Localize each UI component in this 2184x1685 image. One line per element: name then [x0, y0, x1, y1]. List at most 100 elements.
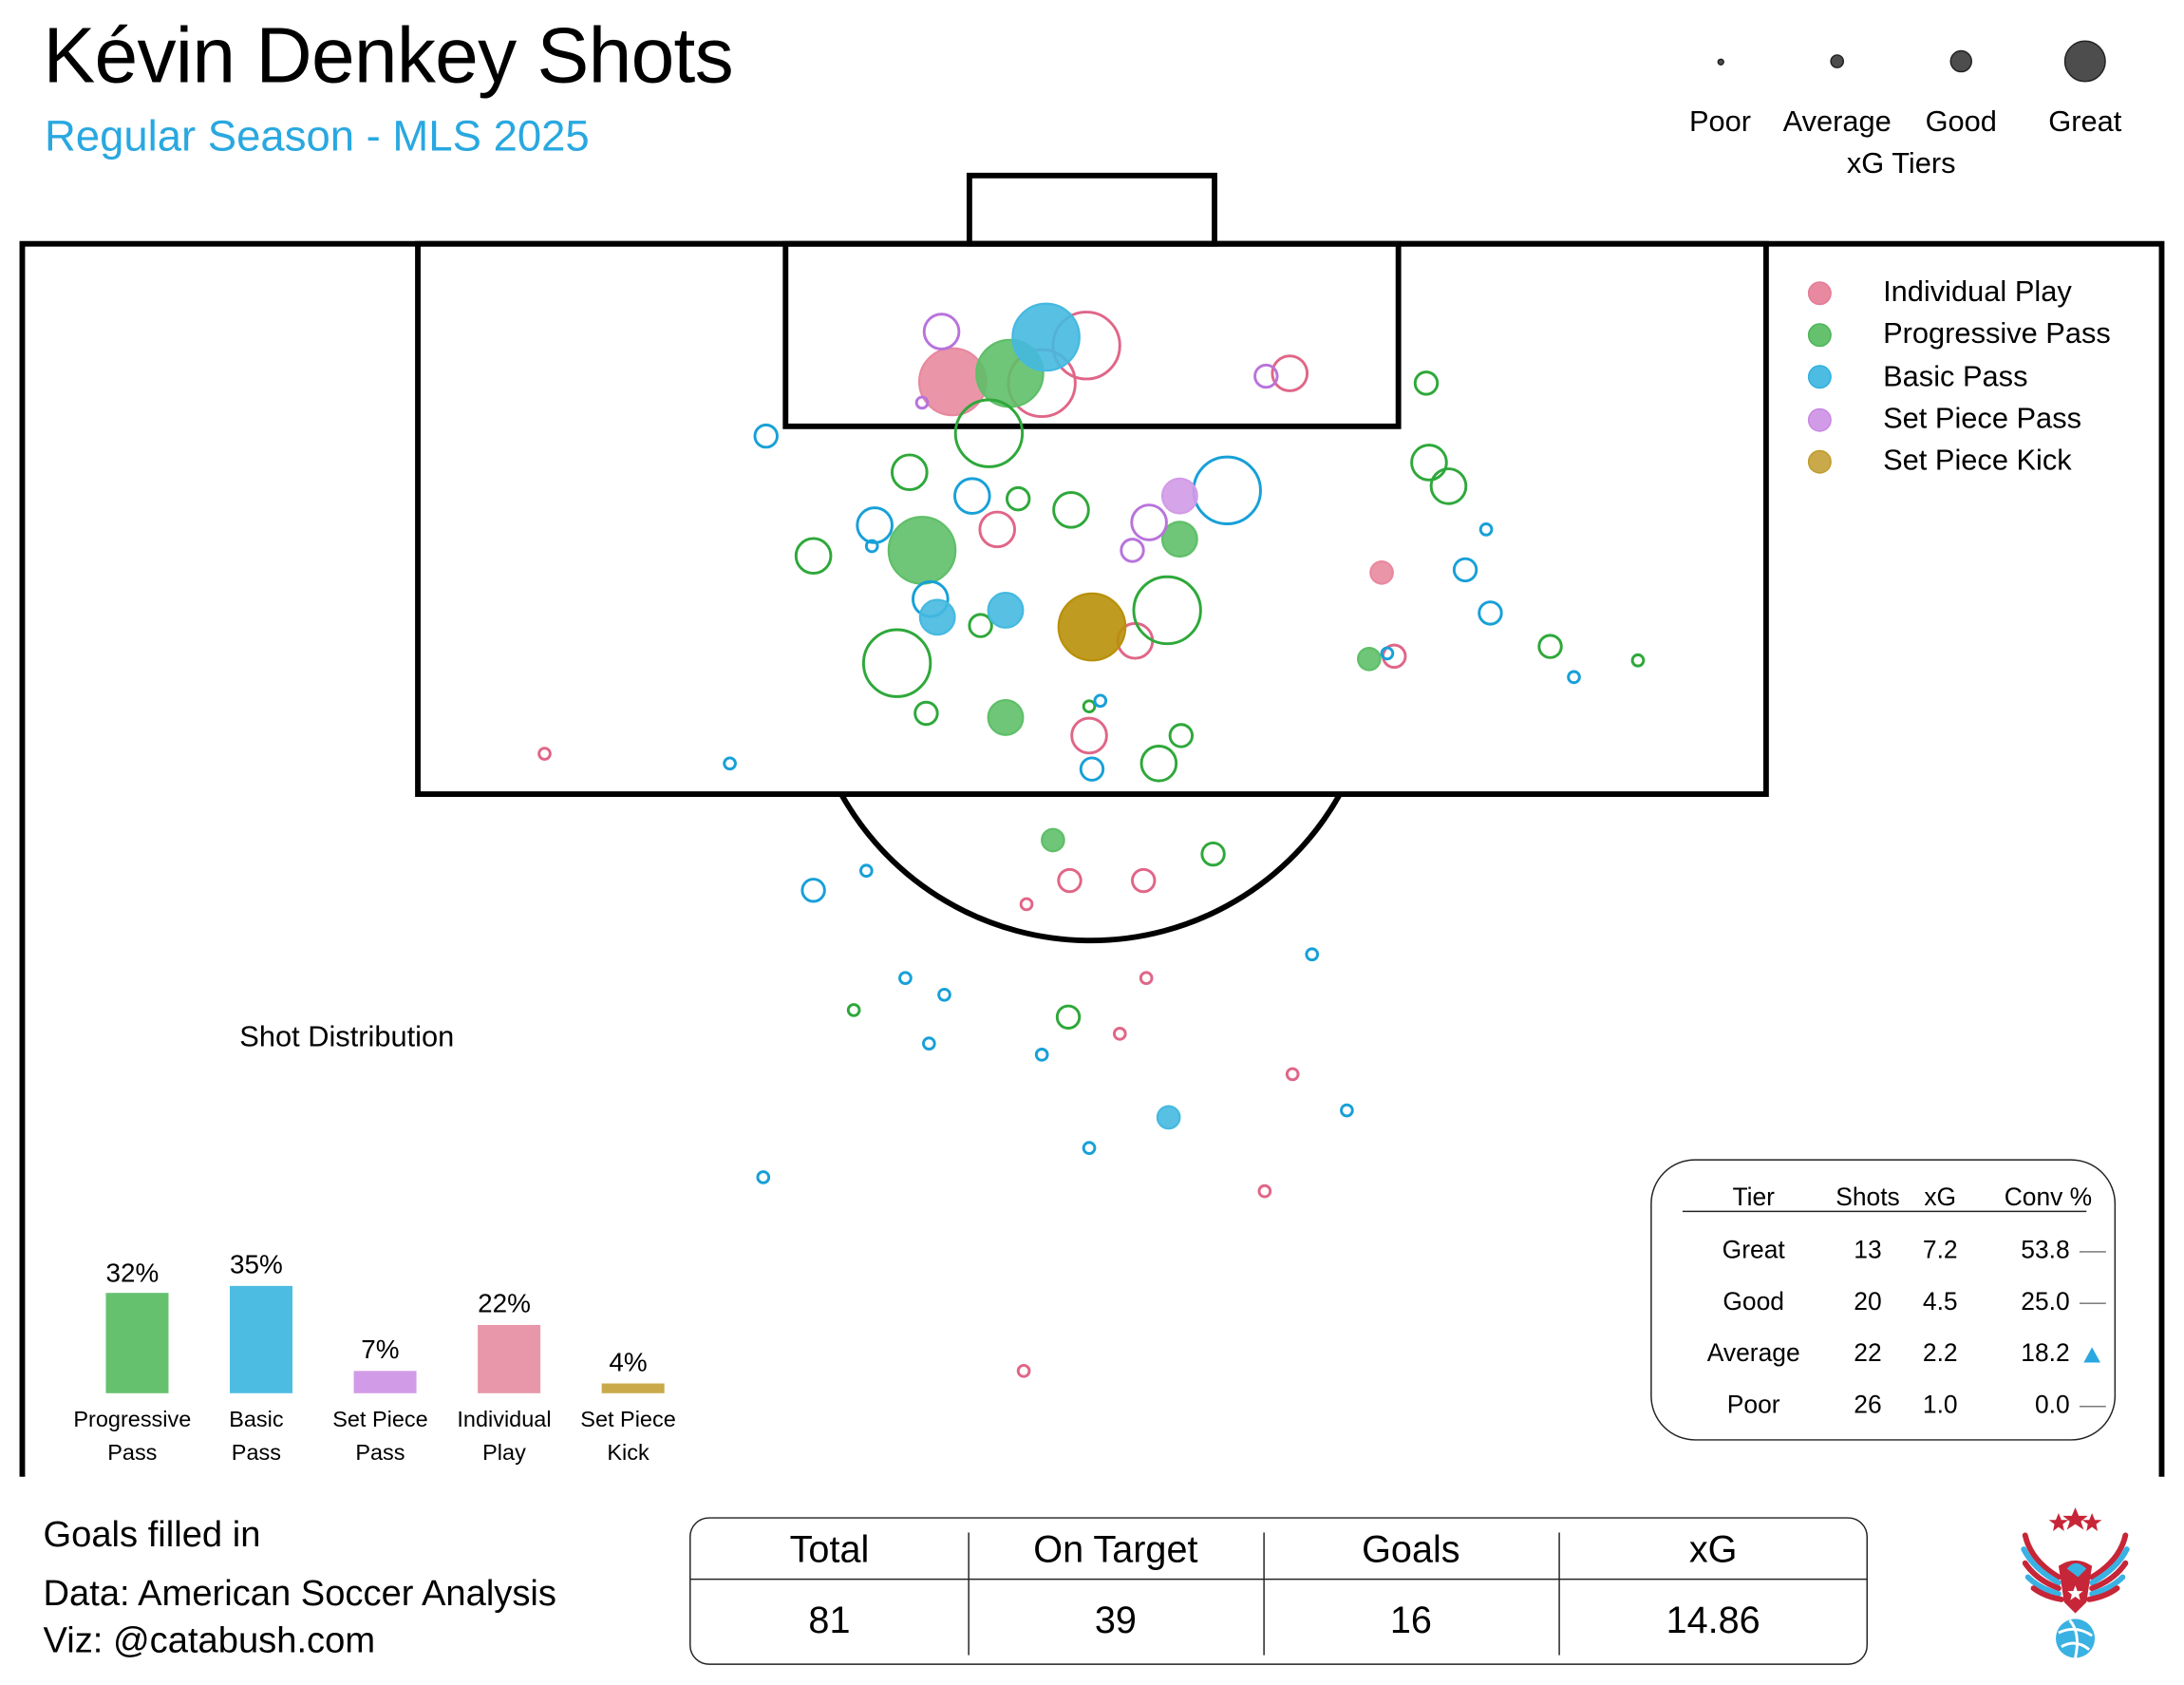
- tier-legend-poor: Poor: [1657, 28, 1782, 139]
- page-subtitle: Regular Season - MLS 2025: [44, 111, 590, 161]
- shot-marker: [1192, 455, 1262, 525]
- trend-flat-icon: [2077, 1236, 2107, 1265]
- set-piece-pass-dot-icon: [1807, 407, 1832, 432]
- legend-item-set-piece-kick: Set Piece Kick: [1797, 441, 2111, 483]
- shot-marker: [898, 971, 913, 986]
- shot-marker: [1369, 560, 1394, 585]
- shot-marker: [1011, 302, 1081, 372]
- shot-marker: [891, 453, 929, 492]
- shot-marker: [918, 598, 956, 636]
- progressive-pass-dot-icon: [1807, 323, 1832, 348]
- shot-marker: [1057, 867, 1083, 894]
- trend-flat-icon: [2077, 1287, 2107, 1316]
- shot-marker: [1340, 1103, 1354, 1118]
- shot-marker: [1052, 491, 1090, 529]
- shot-marker: [1082, 1141, 1097, 1155]
- shot-marker: [1034, 1048, 1049, 1062]
- shot-marker: [1156, 1105, 1181, 1130]
- shot-marker: [861, 628, 932, 698]
- tier-legend-caption: xG Tiers: [1846, 147, 1956, 180]
- shot-marker: [887, 516, 957, 585]
- page-title: Kévin Denkey Shots: [43, 10, 733, 100]
- divider: [968, 1532, 970, 1656]
- pitch-lines: [19, 172, 2165, 1477]
- shot-marker: [1131, 867, 1157, 894]
- stat-goals: Goals 16: [1362, 1528, 1460, 1641]
- set-piece-kick-dot-icon: [1807, 449, 1832, 474]
- shot-marker: [723, 756, 737, 771]
- bar-basic-pass: 35% Basic Pass: [194, 1226, 319, 1477]
- shot-marker: [846, 1003, 861, 1017]
- shot-marker: [914, 395, 930, 410]
- shots-layer: [537, 302, 1646, 1378]
- shot-marker: [1160, 521, 1198, 559]
- shot-marker: [859, 863, 874, 879]
- bar-fill: [353, 1371, 417, 1393]
- shot-marker: [1200, 841, 1226, 867]
- shot-marker: [1253, 363, 1279, 389]
- individual-play-dot-icon: [1807, 280, 1832, 305]
- divider: [1263, 1532, 1265, 1656]
- credits: Goals filled in Data: American Soccer An…: [43, 1510, 556, 1663]
- shot-marker: [1006, 485, 1031, 512]
- bar-set-piece-kick: 4% Set Piece Kick: [580, 1348, 676, 1467]
- shot-marker: [937, 987, 951, 1002]
- data-source: Data: American Soccer Analysis: [43, 1571, 556, 1614]
- shot-marker: [1285, 1067, 1300, 1082]
- shot-marker: [800, 878, 826, 903]
- bar-fill: [478, 1324, 541, 1393]
- goal-frame: [966, 172, 1217, 247]
- legend-item-progressive-pass: Progressive Pass: [1797, 313, 2111, 355]
- xg-tier-legend: Poor Average Good Great xG Tiers: [1657, 28, 2144, 195]
- shot-marker: [1452, 557, 1478, 583]
- shot-marker: [987, 592, 1025, 629]
- shot-marker: [756, 1170, 771, 1184]
- shot-distribution-chart: 32% Progressive Pass 35% Basic Pass 7% Set…: [69, 1226, 696, 1477]
- tier-dot-icon: [1716, 57, 1724, 66]
- shot-marker: [1257, 1183, 1272, 1199]
- tier-dot-icon: [1830, 54, 1845, 68]
- shot-distribution-title: Shot Distribution: [239, 1021, 455, 1053]
- summary-stats-table: Total 81 On Target 39 Goals 16 xG 14.86: [689, 1517, 1868, 1665]
- shot-marker: [1120, 538, 1145, 563]
- shot-marker: [917, 347, 988, 417]
- shot-marker: [968, 613, 993, 638]
- shot-marker: [1168, 723, 1195, 748]
- basic-pass-dot-icon: [1807, 365, 1832, 389]
- stat-total: Total 81: [789, 1528, 870, 1641]
- stat-xg: xG 14.86: [1666, 1528, 1760, 1641]
- shot-marker: [1041, 827, 1065, 853]
- shot-marker: [1079, 756, 1105, 782]
- shot-marker: [1016, 1363, 1031, 1378]
- shot-marker: [1410, 444, 1448, 482]
- shot-marker: [953, 477, 991, 515]
- goals-note: Goals filled in: [43, 1512, 261, 1555]
- tier-dot-icon: [1949, 49, 1972, 73]
- tier-dot-icon: [2063, 40, 2106, 83]
- divider: [690, 1578, 1867, 1581]
- shot-marker: [1630, 653, 1646, 668]
- shot-marker: [1139, 745, 1178, 783]
- shot-marker: [978, 510, 1017, 549]
- tier-table-header: Tier Shots xG Conv %: [1682, 1183, 2092, 1213]
- bar-fill: [601, 1383, 665, 1393]
- shot-marker: [794, 537, 833, 576]
- tier-table-row: Poor 26 1.0 0.0: [1683, 1391, 2106, 1424]
- tier-table-row: Average 22 2.2 18.2: [1683, 1339, 2100, 1373]
- bar-set-piece-pass: 7% Set Piece Pass: [332, 1335, 428, 1467]
- shot-marker: [1567, 670, 1581, 685]
- shot-marker: [922, 312, 961, 350]
- shot-marker: [1057, 592, 1127, 662]
- bar-individual-play: 22% Individual Play: [457, 1290, 552, 1467]
- shot-marker: [753, 423, 779, 449]
- shot-marker: [1132, 575, 1202, 646]
- bar-fill: [230, 1285, 293, 1393]
- shot-marker: [1055, 1004, 1082, 1030]
- shot-marker: [1478, 600, 1503, 626]
- shot-marker: [1160, 477, 1198, 515]
- shot-marker: [1082, 699, 1097, 714]
- shot-marker: [1019, 897, 1034, 912]
- shot-marker: [856, 506, 894, 544]
